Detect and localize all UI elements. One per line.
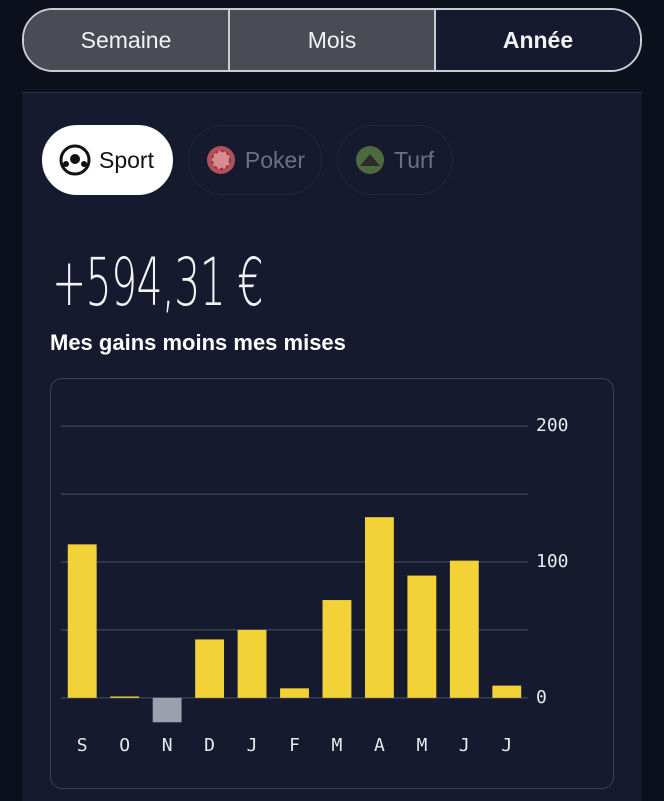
- x-tick-label: A: [374, 735, 385, 756]
- bar: [195, 639, 225, 698]
- tab-label: Sport: [99, 146, 154, 173]
- y-tick-label: 100: [536, 551, 569, 572]
- chart-frame: 0 100 200 S O N D J F M A M J J: [50, 378, 614, 789]
- tab-label: Poker: [244, 146, 305, 173]
- x-tick-label: M: [332, 735, 343, 756]
- x-tick-label: J: [501, 735, 512, 756]
- period-selector: Semaine Mois Année: [22, 8, 642, 72]
- bar: [449, 560, 479, 698]
- x-tick-label: F: [289, 735, 300, 756]
- x-tick-label: S: [77, 735, 88, 756]
- y-tick-label: 200: [536, 415, 569, 436]
- x-tick-label: O: [119, 735, 130, 756]
- icon: [59, 144, 91, 176]
- period-tab[interactable]: Semaine: [24, 10, 228, 70]
- bar: [110, 696, 140, 698]
- icon: [356, 146, 384, 174]
- period-tab[interactable]: Année: [434, 10, 640, 70]
- bar: [152, 697, 182, 723]
- x-tick-label: M: [416, 735, 427, 756]
- sport-tab[interactable]: Turf: [337, 125, 453, 195]
- icon: [207, 146, 235, 174]
- bar: [322, 600, 352, 698]
- x-tick-label: N: [162, 735, 173, 756]
- tab-label: Turf: [394, 146, 435, 173]
- period-tab[interactable]: Mois: [228, 10, 434, 70]
- chart: 0 100 200 S O N D J F M A M J J: [61, 415, 569, 756]
- amount-caption: Mes gains moins mes mises: [50, 330, 346, 355]
- bar: [237, 629, 267, 698]
- bar: [280, 688, 309, 698]
- bar: [492, 685, 522, 698]
- amount: +594,31 €: [52, 244, 264, 321]
- sport-tab[interactable]: Sport: [42, 125, 173, 195]
- x-tick-label: D: [204, 735, 215, 756]
- x-tick-label: J: [247, 735, 258, 756]
- bar: [407, 575, 437, 698]
- sport-tab[interactable]: Poker: [188, 125, 322, 195]
- bar: [67, 544, 97, 698]
- x-tick-label: J: [459, 735, 470, 756]
- y-tick-label: 0: [536, 687, 547, 708]
- bar: [364, 517, 394, 698]
